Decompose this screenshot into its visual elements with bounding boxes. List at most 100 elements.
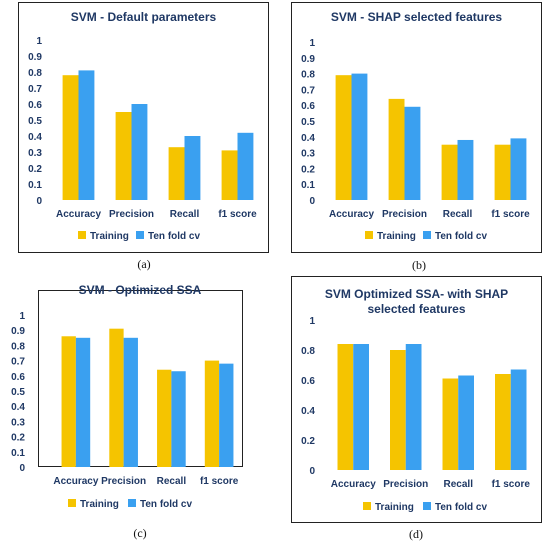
bar-ten-fold-cv (510, 369, 527, 470)
x-category-label: Accuracy (329, 209, 374, 220)
legend-swatch (365, 231, 373, 239)
y-tick-label: 0.9 (11, 326, 25, 337)
bar-ten-fold-cv (237, 132, 254, 200)
y-tick-label: 0.7 (28, 84, 42, 95)
y-tick-label: 1 (309, 38, 315, 49)
legend-swatch (78, 231, 86, 239)
x-category-label: Accuracy (56, 209, 101, 220)
bar-ten-fold-cv (75, 337, 91, 467)
bar-ten-fold-cv (458, 375, 474, 470)
y-tick-label: 0.9 (28, 52, 42, 63)
y-tick-label: 0.6 (28, 100, 42, 111)
y-tick-label: 0 (309, 196, 315, 207)
chart-svm-shap: SVM - SHAP selected features 0 0.1 0.2 0.3 0.… (301, 10, 530, 242)
legend-label: Training (90, 231, 129, 242)
legend-label: Ten fold cv (140, 499, 192, 510)
chart-title: SVM - Optimized SSA (79, 283, 202, 297)
x-category-label: f1 score (491, 209, 530, 220)
bar-training (62, 75, 79, 200)
y-tick-label: 0.3 (301, 149, 315, 160)
legend-swatch (423, 502, 431, 510)
bar-ten-fold-cv (78, 70, 95, 201)
y-tick-label: 0.6 (301, 101, 315, 112)
y-tick-label: 0.2 (28, 164, 42, 175)
y-tick-label: 0.1 (28, 180, 42, 191)
y-tick-label: 0 (19, 463, 25, 474)
bar-training (109, 328, 124, 467)
x-category-label: Precision (382, 209, 427, 220)
chart-svm-ssa: SVM - Optimized SSA 0 0.1 0.2 0.3 0.4 0.5 0.6 0.… (11, 283, 239, 510)
legend-label: Training (80, 499, 119, 510)
bar-training (495, 374, 511, 470)
legend-swatch (68, 499, 76, 507)
y-tick-label: 1 (309, 316, 315, 327)
bar-ten-fold-cv (123, 337, 138, 467)
bar-ten-fold-cv (353, 344, 369, 470)
y-tick-label: 0.3 (28, 148, 42, 159)
y-tick-label: 0.1 (11, 448, 25, 459)
bar-training (168, 147, 185, 200)
y-tick-label: 0.6 (301, 376, 315, 387)
y-tick-label: 0.5 (301, 117, 315, 128)
y-tick-label: 1 (36, 36, 42, 47)
y-tick-label: 0.2 (11, 433, 25, 444)
bar-ten-fold-cv (405, 344, 422, 470)
chart-title: SVM - SHAP selected features (331, 10, 503, 24)
subcaption-b: (b) (412, 258, 426, 272)
bar-ten-fold-cv (351, 73, 368, 200)
y-tick-label: 0 (309, 466, 315, 477)
y-tick-label: 0.2 (301, 436, 315, 447)
y-tick-label: 0.8 (11, 341, 25, 352)
chart-title: SVM Optimized SSA- with SHAP (325, 287, 508, 301)
x-category-label: Precision (383, 479, 428, 490)
bar-training (388, 98, 405, 200)
bar-ten-fold-cv (404, 106, 421, 200)
bar-training (390, 350, 406, 470)
legend-label: Training (377, 231, 416, 242)
legend-swatch (363, 502, 371, 510)
bar-ten-fold-cv (457, 139, 474, 200)
chart-title: selected features (367, 302, 465, 316)
chart-title: SVM - Default parameters (71, 10, 217, 24)
legend-swatch (128, 499, 136, 507)
legend-label: Ten fold cv (435, 502, 487, 513)
legend-label: Ten fold cv (435, 231, 487, 242)
y-tick-label: 0.8 (28, 68, 42, 79)
y-tick-label: 0.4 (28, 132, 42, 143)
bar-training (335, 75, 352, 200)
x-category-label: Precision (101, 476, 146, 487)
bar-training (115, 112, 132, 200)
bar-ten-fold-cv (184, 136, 201, 200)
y-tick-label: 0.8 (301, 70, 315, 81)
legend-label: Ten fold cv (148, 231, 200, 242)
x-category-label: f1 score (492, 479, 531, 490)
x-category-label: Accuracy (53, 476, 98, 487)
y-tick-label: 1 (19, 311, 25, 322)
subcaption-a: (a) (137, 257, 151, 271)
y-tick-label: 0.4 (301, 133, 315, 144)
x-category-label: f1 score (218, 209, 257, 220)
bar-training (441, 144, 458, 200)
y-tick-label: 0.9 (301, 54, 315, 65)
legend-label: Training (375, 502, 414, 513)
chart-svm-default: SVM - Default parameters 0 0.1 0.2 0.3 0.4 0.5… (28, 10, 257, 242)
bar-training (494, 144, 511, 200)
legend-swatch (136, 231, 144, 239)
bar-training (61, 336, 76, 467)
x-category-label: Recall (443, 209, 473, 220)
bar-ten-fold-cv (131, 104, 148, 200)
y-tick-label: 0.4 (11, 402, 25, 413)
bar-ten-fold-cv (171, 371, 186, 467)
legend-swatch (423, 231, 431, 239)
y-tick-label: 0.1 (301, 180, 315, 191)
bar-ten-fold-cv (219, 363, 234, 467)
x-category-label: Recall (170, 209, 200, 220)
y-tick-label: 0 (36, 196, 42, 207)
x-category-label: Precision (109, 209, 154, 220)
subcaption-c: (c) (133, 526, 147, 540)
y-tick-label: 0.8 (301, 346, 315, 357)
x-category-label: Recall (444, 479, 474, 490)
y-tick-label: 0.7 (11, 357, 25, 368)
x-category-label: Accuracy (331, 479, 376, 490)
